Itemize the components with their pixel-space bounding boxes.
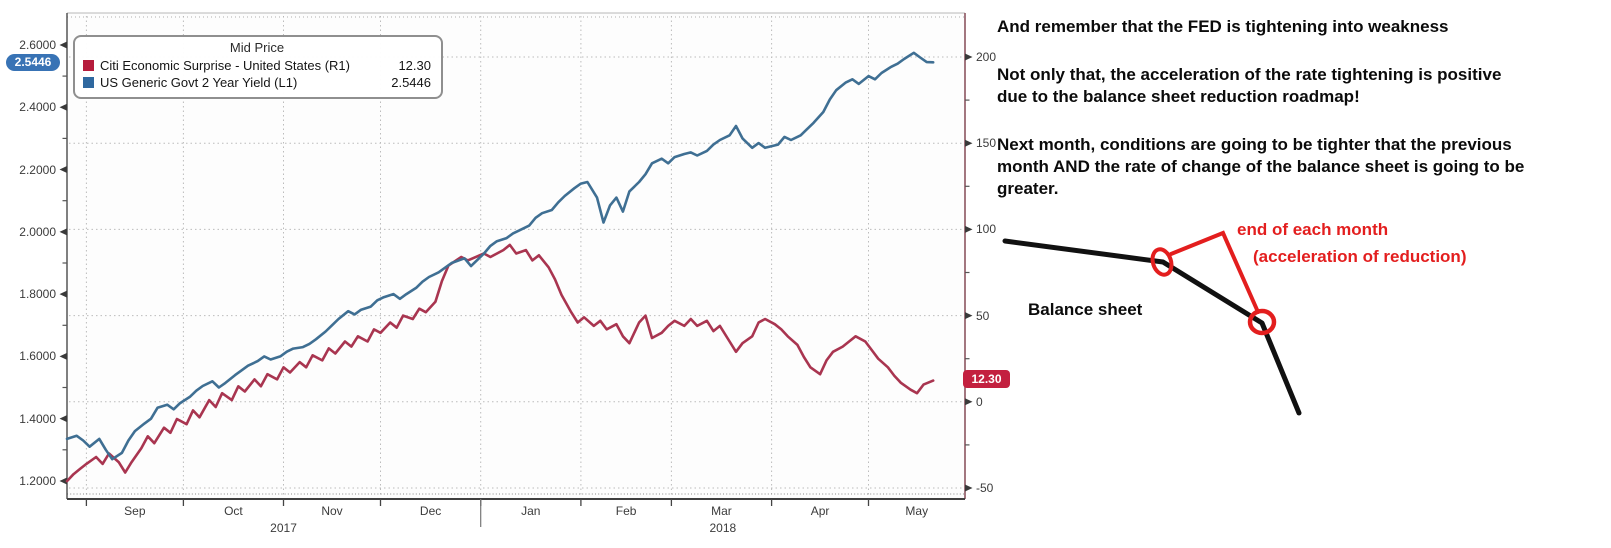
commentary-paragraph-2: Not only that, the acceleration of the r… [997,65,1502,106]
chart-legend: Mid Price Citi Economic Surprise - Unite… [73,35,443,99]
balance-sheet-label: Balance sheet [1028,300,1143,319]
annotation-line-1: end of each month [1237,220,1389,239]
annotation-line-2: (acceleration of reduction) [1253,247,1467,266]
legend-row-2y-yield: US Generic Govt 2 Year Yield (L1) 2.5446 [83,74,431,91]
legend-value-citi: 12.30 [398,58,431,73]
legend-label-citi: Citi Economic Surprise - United States (… [100,58,350,73]
month-end-circle-2 [1247,308,1277,336]
legend-row-citi-surprise: Citi Economic Surprise - United States (… [83,57,431,74]
annotation-connector-line [1169,230,1260,314]
citi-series-swatch [83,60,94,71]
legend-label-2y-yield: US Generic Govt 2 Year Yield (L1) [100,75,298,90]
commentary-paragraph-1: And remember that the FED is tightening … [997,17,1449,36]
commentary-panel: And remember that the FED is tightening … [990,0,1611,548]
bloomberg-chart-panel: 2.6000 2.4000 2.2000 2.0000 1.8000 1.6000 1.40… [6,12,1010,535]
commentary-paragraph-3: Next month, conditions are going to be t… [997,135,1525,198]
legend-title: Mid Price [229,40,285,55]
yield-series-swatch [83,77,94,88]
last-price-badge-2y-yield: 2.5446 [6,54,60,71]
legend-value-2y-yield: 2.5446 [391,75,431,90]
last-price-badge-citi-surprise: 12.30 [963,370,1010,388]
month-end-circle-1 [1150,247,1174,277]
